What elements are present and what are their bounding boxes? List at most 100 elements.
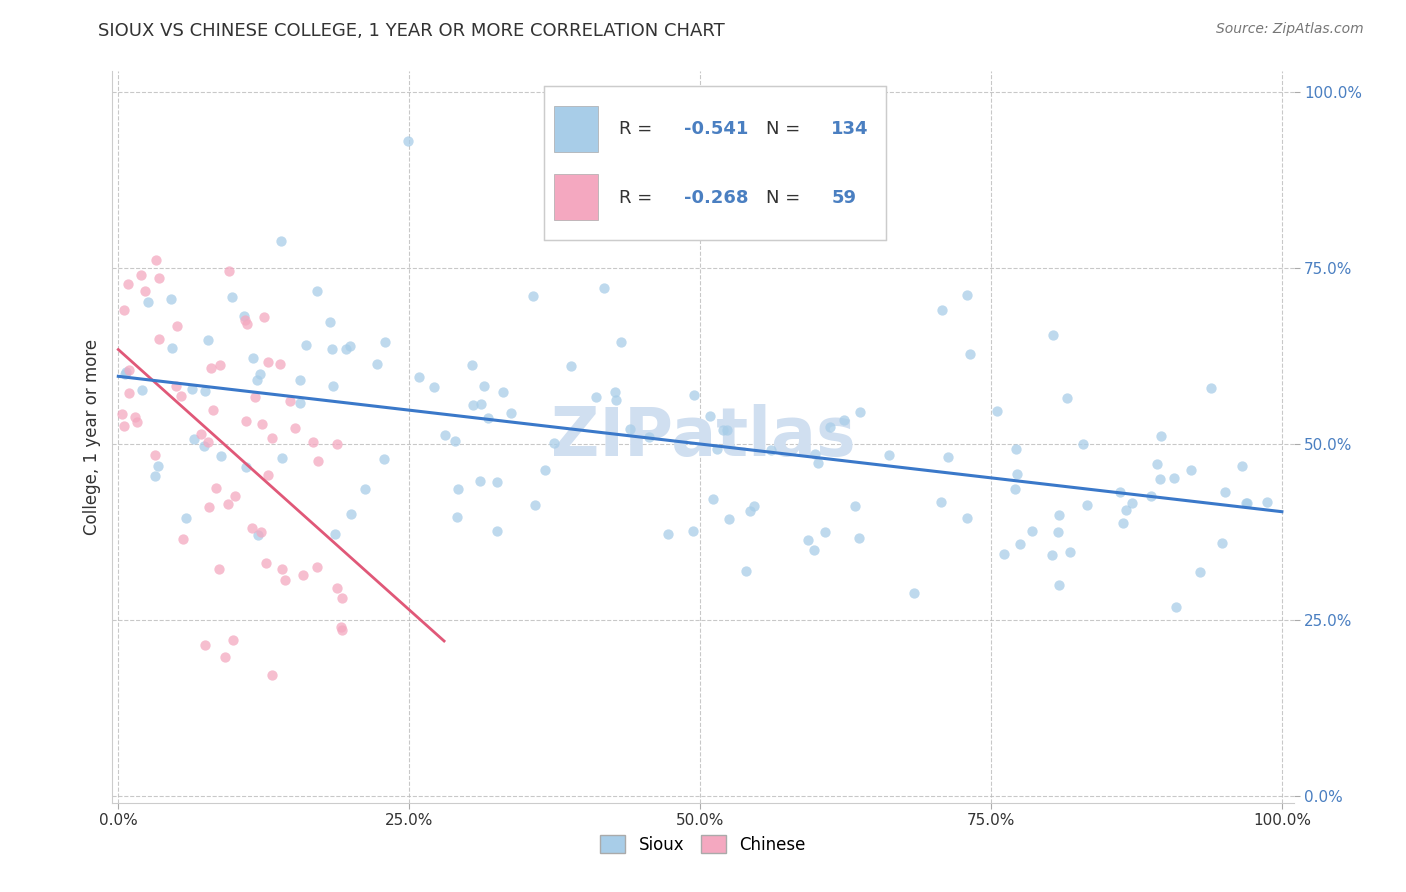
Text: SIOUX VS CHINESE COLLEGE, 1 YEAR OR MORE CORRELATION CHART: SIOUX VS CHINESE COLLEGE, 1 YEAR OR MORE… <box>98 22 725 40</box>
Point <box>1163 471 1185 485</box>
Point <box>1180 463 1202 477</box>
Point <box>1047 578 1070 592</box>
Point <box>335 342 357 356</box>
Point <box>235 414 257 428</box>
Point <box>278 394 301 409</box>
Point <box>253 310 276 325</box>
Point <box>1042 328 1064 343</box>
Point <box>162 341 184 355</box>
Point <box>321 343 343 357</box>
Point <box>1146 457 1168 471</box>
Point <box>224 489 246 503</box>
Point <box>326 437 349 451</box>
Point <box>339 339 361 353</box>
Point <box>271 451 294 466</box>
Point <box>986 404 1008 418</box>
Point <box>305 284 328 298</box>
Point <box>322 379 344 393</box>
Point <box>271 561 294 575</box>
Point <box>124 410 146 425</box>
Point <box>174 510 197 524</box>
Point <box>295 338 318 352</box>
Point <box>804 447 827 461</box>
Point <box>955 288 977 302</box>
Point <box>929 495 952 509</box>
Point <box>218 497 240 511</box>
Point <box>461 358 484 372</box>
Point <box>373 335 395 350</box>
Point <box>366 357 388 371</box>
Point <box>302 435 325 450</box>
Point <box>284 421 307 435</box>
Point <box>803 543 825 558</box>
Point <box>232 310 254 324</box>
Point <box>593 280 616 294</box>
Point <box>638 430 661 444</box>
Point <box>734 564 756 578</box>
Point <box>118 363 141 377</box>
Point <box>610 334 633 349</box>
Point <box>1213 485 1236 500</box>
Point <box>131 384 153 398</box>
Point <box>524 498 547 512</box>
Point <box>143 468 166 483</box>
Point <box>423 380 446 394</box>
Point <box>257 354 280 368</box>
Point <box>1236 496 1258 510</box>
Point <box>114 303 136 318</box>
Point <box>1111 516 1133 530</box>
Point <box>260 431 283 445</box>
Point <box>713 423 735 437</box>
Point <box>761 442 783 457</box>
Point <box>877 449 900 463</box>
Point <box>1189 565 1212 579</box>
Point <box>472 379 495 393</box>
Point <box>246 373 269 387</box>
Point <box>470 475 492 489</box>
Point <box>222 632 245 647</box>
Point <box>208 562 231 576</box>
Point <box>657 527 679 541</box>
Point <box>396 135 419 149</box>
Point <box>1004 442 1026 456</box>
Point <box>166 319 188 334</box>
Point <box>1139 489 1161 503</box>
Point <box>1005 467 1028 481</box>
Point <box>1121 496 1143 510</box>
Point <box>844 499 866 513</box>
Point <box>197 333 219 347</box>
Point <box>485 475 508 489</box>
Point <box>717 512 740 526</box>
Point <box>233 313 256 327</box>
Point <box>619 422 641 436</box>
Point <box>1059 545 1081 559</box>
Point <box>1076 498 1098 512</box>
Point <box>354 482 377 496</box>
Point <box>560 359 582 374</box>
Point <box>172 532 194 546</box>
Point <box>160 293 183 307</box>
Point <box>699 409 721 424</box>
Point <box>716 423 738 437</box>
Point <box>205 482 228 496</box>
Point <box>738 504 761 518</box>
Point <box>1201 381 1223 395</box>
Legend: Sioux, Chinese: Sioux, Chinese <box>593 829 813 860</box>
Point <box>260 668 283 682</box>
Point <box>209 358 232 372</box>
Point <box>796 533 818 548</box>
Point <box>325 527 347 541</box>
Point <box>585 390 607 404</box>
Point <box>307 560 329 574</box>
Point <box>246 528 269 542</box>
Point <box>818 420 841 434</box>
Point <box>136 294 159 309</box>
Point <box>190 426 212 441</box>
Point <box>1115 502 1137 516</box>
Point <box>1010 537 1032 551</box>
Point <box>1056 391 1078 405</box>
Point <box>148 332 170 346</box>
Point <box>249 368 271 382</box>
Point <box>501 406 523 420</box>
Point <box>682 524 704 538</box>
